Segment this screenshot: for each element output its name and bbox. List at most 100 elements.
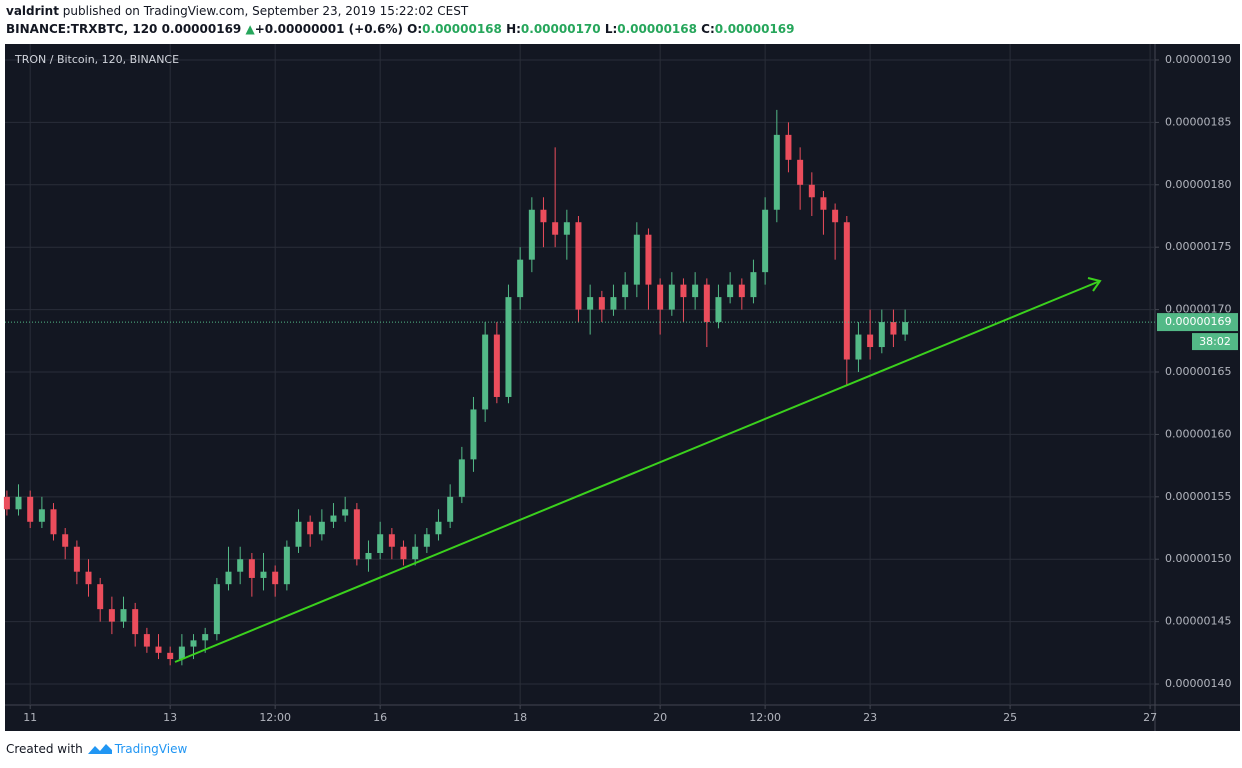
y-tick-label: 0.00000150 — [1165, 552, 1231, 565]
candle-body — [73, 546, 80, 572]
candle-body — [447, 496, 454, 522]
candle-body — [738, 284, 745, 298]
logo — [87, 744, 112, 754]
candle-body — [213, 584, 220, 635]
x-tick-label: 16 — [373, 711, 387, 724]
chart: TRON / Bitcoin, 120, BINANCE 0.00000140 0… — [3, 44, 1240, 731]
y-tick-label: 0.00000190 — [1165, 53, 1231, 66]
x-tick-label: 20 — [653, 711, 667, 724]
candle-body — [202, 634, 209, 641]
candle-body — [132, 609, 139, 635]
candle-body — [143, 634, 150, 647]
publish-line: valdrint published on TradingView.com, S… — [6, 4, 468, 18]
axis-labels: 0.00000140 0.00000145 0.00000150 0.00000155… — [23, 53, 1238, 724]
chart-title: TRON / Bitcoin, 120, BINANCE — [14, 53, 179, 66]
created-with: Created with — [6, 742, 83, 756]
candle-body — [178, 646, 185, 660]
candle-body — [15, 496, 22, 510]
candle-body — [668, 284, 675, 310]
candle-body — [388, 534, 395, 547]
candle-body — [342, 509, 349, 516]
candles — [3, 109, 1155, 666]
h-label: H: — [506, 22, 521, 36]
candle-body — [517, 259, 524, 298]
candle-body — [248, 559, 255, 578]
price: 0.00000169 — [161, 22, 242, 36]
candle-body — [703, 284, 710, 323]
candle-body — [400, 546, 407, 560]
candle-body — [272, 571, 279, 585]
candle-body — [715, 297, 722, 323]
open: 0.00000168 — [422, 22, 502, 36]
candle-body — [27, 496, 34, 522]
candle-body — [680, 284, 687, 298]
candle-body — [622, 284, 629, 298]
candle-body — [353, 509, 360, 560]
candle-body — [377, 534, 384, 553]
y-tick-label: 0.00000140 — [1165, 677, 1231, 690]
high: 0.00000170 — [520, 22, 601, 36]
candle-body — [470, 409, 477, 460]
candle-body — [330, 515, 337, 522]
candle-body — [832, 209, 839, 223]
close: 0.00000169 — [714, 22, 795, 36]
candle-body — [633, 234, 640, 285]
candle-body — [750, 272, 757, 298]
y-tick-label: 0.00000165 — [1165, 365, 1231, 378]
candle-body — [575, 222, 582, 310]
brand: TradingView — [114, 742, 188, 756]
candle-body — [797, 159, 804, 185]
candle-body — [692, 284, 699, 298]
o-label: O: — [407, 22, 423, 36]
candle-body — [318, 521, 325, 535]
candle-body — [50, 509, 57, 535]
ticker-line: BINANCE:TRXBTC, 120 0.00000169 ▲+0.00000… — [6, 22, 795, 36]
user: valdrint — [6, 4, 59, 18]
countdown-box — [1192, 333, 1238, 351]
last-price-box — [1157, 313, 1238, 332]
low: 0.00000168 — [617, 22, 697, 36]
y-tick-label: 0.00000155 — [1165, 490, 1231, 503]
candle-body — [38, 509, 45, 522]
y-tick-label: 0.00000175 — [1165, 240, 1231, 253]
candle-body — [225, 571, 232, 585]
candle-body — [97, 584, 104, 610]
candle-body — [773, 134, 780, 210]
candle-body — [855, 334, 862, 360]
candle-body — [458, 459, 465, 497]
candle-body — [878, 322, 885, 348]
candle-body — [493, 334, 500, 397]
candle-body — [657, 284, 664, 310]
candle-body — [85, 571, 92, 585]
candle-body — [167, 652, 174, 660]
c-label: C: — [701, 22, 715, 36]
candle-body — [785, 134, 792, 160]
published: published on TradingView.com, September … — [62, 4, 469, 18]
candle-body — [120, 609, 127, 622]
candle-body — [412, 546, 419, 560]
candle-body — [482, 334, 489, 410]
candle-body — [62, 534, 69, 547]
candle-body — [190, 640, 197, 647]
y-tick-label: 0.00000185 — [1165, 115, 1231, 128]
candle-body — [610, 297, 617, 310]
candle-body — [505, 297, 512, 397]
candle-body — [552, 222, 559, 235]
candle-body — [528, 209, 535, 260]
candle-body — [540, 209, 547, 223]
candle-body — [890, 322, 897, 335]
arrow: ▲ — [245, 22, 255, 36]
footer: Created with TradingView — [6, 742, 187, 756]
x-tick-label: 12:00 — [749, 711, 781, 724]
candle-body — [762, 209, 769, 273]
candle-body — [237, 559, 244, 572]
candle-body — [843, 222, 850, 360]
candle-body — [598, 297, 605, 310]
symbol: BINANCE:TRXBTC, 120 — [6, 22, 158, 36]
candle-body — [902, 322, 909, 335]
change: +0.00000001 (+0.6%) — [254, 22, 403, 36]
x-tick-label: 18 — [513, 711, 527, 724]
candle-body — [727, 284, 734, 298]
x-tick-label: 25 — [1003, 711, 1017, 724]
